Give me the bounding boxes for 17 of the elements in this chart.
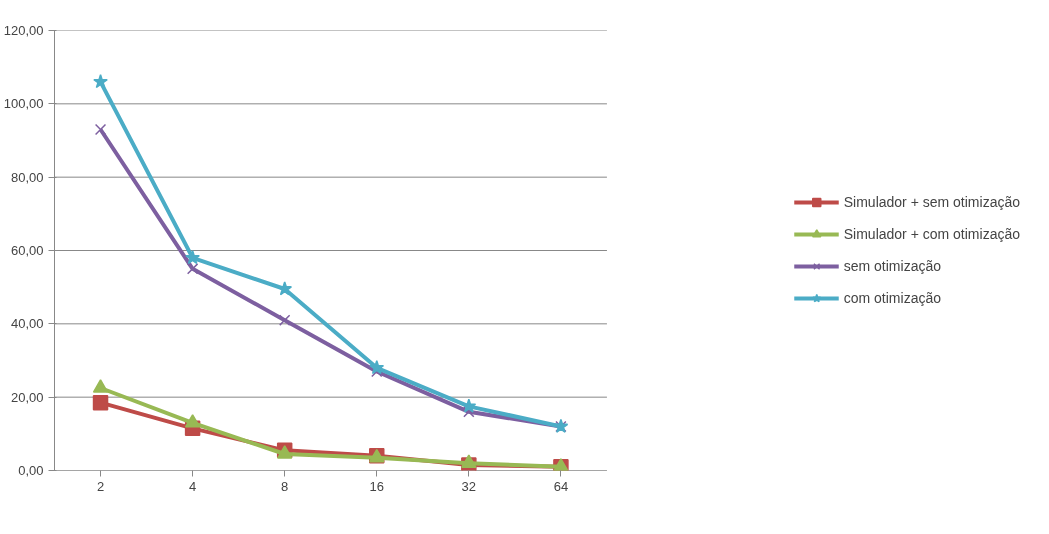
- x-tick-label: 16: [369, 478, 384, 494]
- y-tick-label: 100,00: [3, 96, 44, 112]
- y-tick-label: 60,00: [10, 243, 44, 258]
- x-tick-label: 64: [553, 478, 569, 494]
- y-tick-label: 20,00: [10, 389, 44, 405]
- x-tick-label: 4: [189, 478, 197, 494]
- y-tick-label: 80,00: [10, 169, 44, 185]
- x-tick-label: 8: [281, 478, 289, 494]
- y-tick-label: 40,00: [10, 316, 44, 332]
- y-tick-label: 120,00: [3, 23, 44, 38]
- legend-label: Simulador + sem otimização: [843, 194, 1020, 210]
- y-tick-label: 0,00: [18, 463, 44, 478]
- x-tick-label: 32: [461, 478, 477, 494]
- x-tick-label: 2: [96, 478, 105, 494]
- legend-label: Simulador + com otimização: [843, 226, 1020, 242]
- legend-label: com otimização: [843, 290, 942, 306]
- legend-label: sem otimização: [843, 258, 942, 274]
